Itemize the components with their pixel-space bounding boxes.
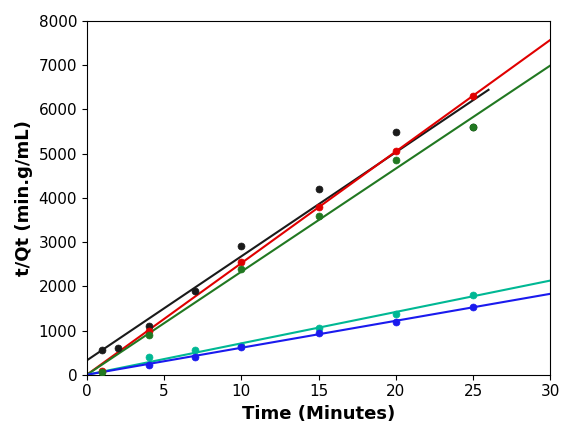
Y-axis label: t/Qt (min.g/mL): t/Qt (min.g/mL) <box>15 120 33 276</box>
X-axis label: Time (Minutes): Time (Minutes) <box>242 405 395 423</box>
